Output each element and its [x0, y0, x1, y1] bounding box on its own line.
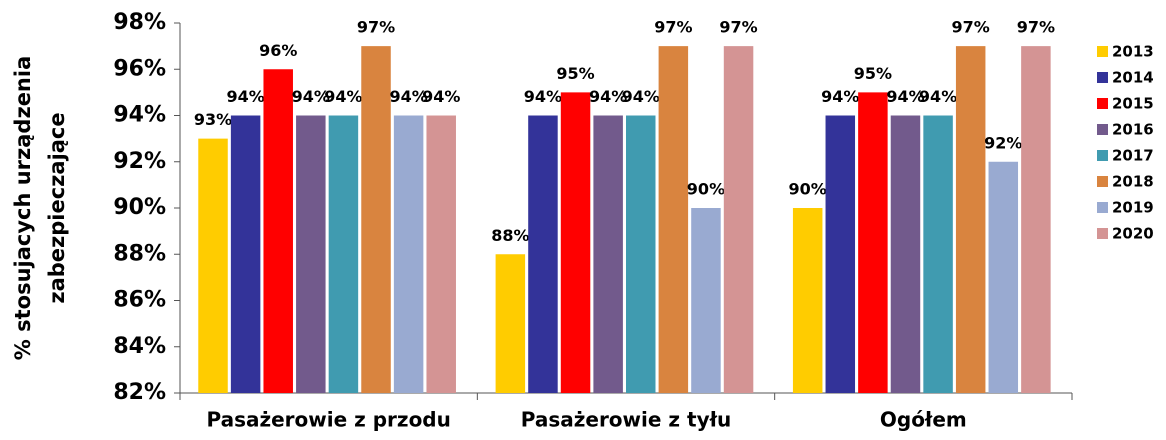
value-label: 94%: [589, 87, 627, 106]
bar: [890, 115, 921, 393]
legend-label: 2017: [1112, 147, 1154, 165]
value-label: 94%: [622, 87, 660, 106]
value-label: 94%: [919, 87, 957, 106]
bar: [198, 138, 228, 393]
bar: [328, 115, 359, 393]
legend-swatch: [1097, 150, 1108, 161]
x-tick-label: Ogółem: [880, 408, 967, 432]
value-label: 94%: [524, 87, 562, 106]
value-label: 94%: [226, 87, 264, 106]
value-label: 97%: [357, 18, 395, 37]
legend-swatch: [1097, 98, 1108, 109]
x-tick-label: Pasażerowie z przodu: [206, 408, 450, 432]
legend-label: 2019: [1112, 199, 1154, 217]
y-axis-label: % stosujacych urządzenia: [11, 56, 35, 361]
legend-label: 2018: [1112, 173, 1154, 191]
value-label: 92%: [984, 133, 1022, 152]
bar: [593, 115, 623, 393]
bar: [296, 115, 326, 393]
value-label: 94%: [821, 87, 859, 106]
value-label: 94%: [324, 87, 362, 106]
y-tick-label: 94%: [113, 103, 166, 128]
legend-swatch: [1097, 46, 1108, 57]
y-tick-label: 96%: [113, 56, 166, 81]
value-label: 94%: [886, 87, 924, 106]
bar: [560, 92, 591, 393]
y-tick-label: 88%: [113, 241, 166, 266]
bar: [393, 115, 424, 393]
bar: [825, 115, 856, 393]
legend-label: 2013: [1112, 43, 1154, 61]
bar: [528, 115, 558, 393]
bar: [723, 46, 754, 393]
legend-label: 2016: [1112, 121, 1154, 139]
legend-swatch: [1097, 72, 1108, 83]
y-tick-label: 84%: [113, 334, 166, 359]
bar: [495, 254, 526, 393]
legend-swatch: [1097, 228, 1108, 239]
legend-label: 2015: [1112, 95, 1154, 113]
legend-label: 2020: [1112, 225, 1154, 243]
value-label: 97%: [952, 18, 990, 37]
value-label: 97%: [719, 18, 757, 37]
bar: [988, 161, 1019, 393]
value-label: 90%: [687, 180, 725, 199]
bar: [691, 208, 721, 393]
value-label: 88%: [491, 226, 529, 245]
value-label: 94%: [292, 87, 330, 106]
value-label: 96%: [259, 41, 297, 60]
value-label: 97%: [1017, 18, 1055, 37]
bar: [658, 46, 689, 393]
bar: [858, 92, 888, 393]
value-label: 95%: [556, 64, 594, 83]
bar: [626, 115, 656, 393]
bar: [230, 115, 261, 393]
y-axis-label: zabezpieczające: [45, 112, 69, 303]
legend-swatch: [1097, 124, 1108, 135]
y-tick-label: 92%: [113, 149, 166, 174]
bar: [955, 46, 986, 393]
value-label: 93%: [194, 110, 232, 129]
legend-swatch: [1097, 202, 1108, 213]
value-label: 94%: [389, 87, 427, 106]
bar: [426, 115, 456, 393]
y-tick-label: 90%: [113, 195, 166, 220]
y-tick-label: 82%: [113, 380, 166, 405]
bar: [923, 115, 953, 393]
legend-label: 2014: [1112, 69, 1154, 87]
value-label: 94%: [422, 87, 460, 106]
value-label: 90%: [789, 180, 827, 199]
bar: [263, 69, 293, 393]
bar: [1021, 46, 1051, 393]
y-tick-label: 86%: [113, 288, 166, 313]
bar: [792, 208, 823, 393]
value-label: 95%: [854, 64, 892, 83]
legend-swatch: [1097, 176, 1108, 187]
y-tick-label: 98%: [113, 10, 166, 35]
bar: [361, 46, 391, 393]
value-label: 97%: [654, 18, 692, 37]
x-tick-label: Pasażerowie z tyłu: [521, 408, 732, 432]
